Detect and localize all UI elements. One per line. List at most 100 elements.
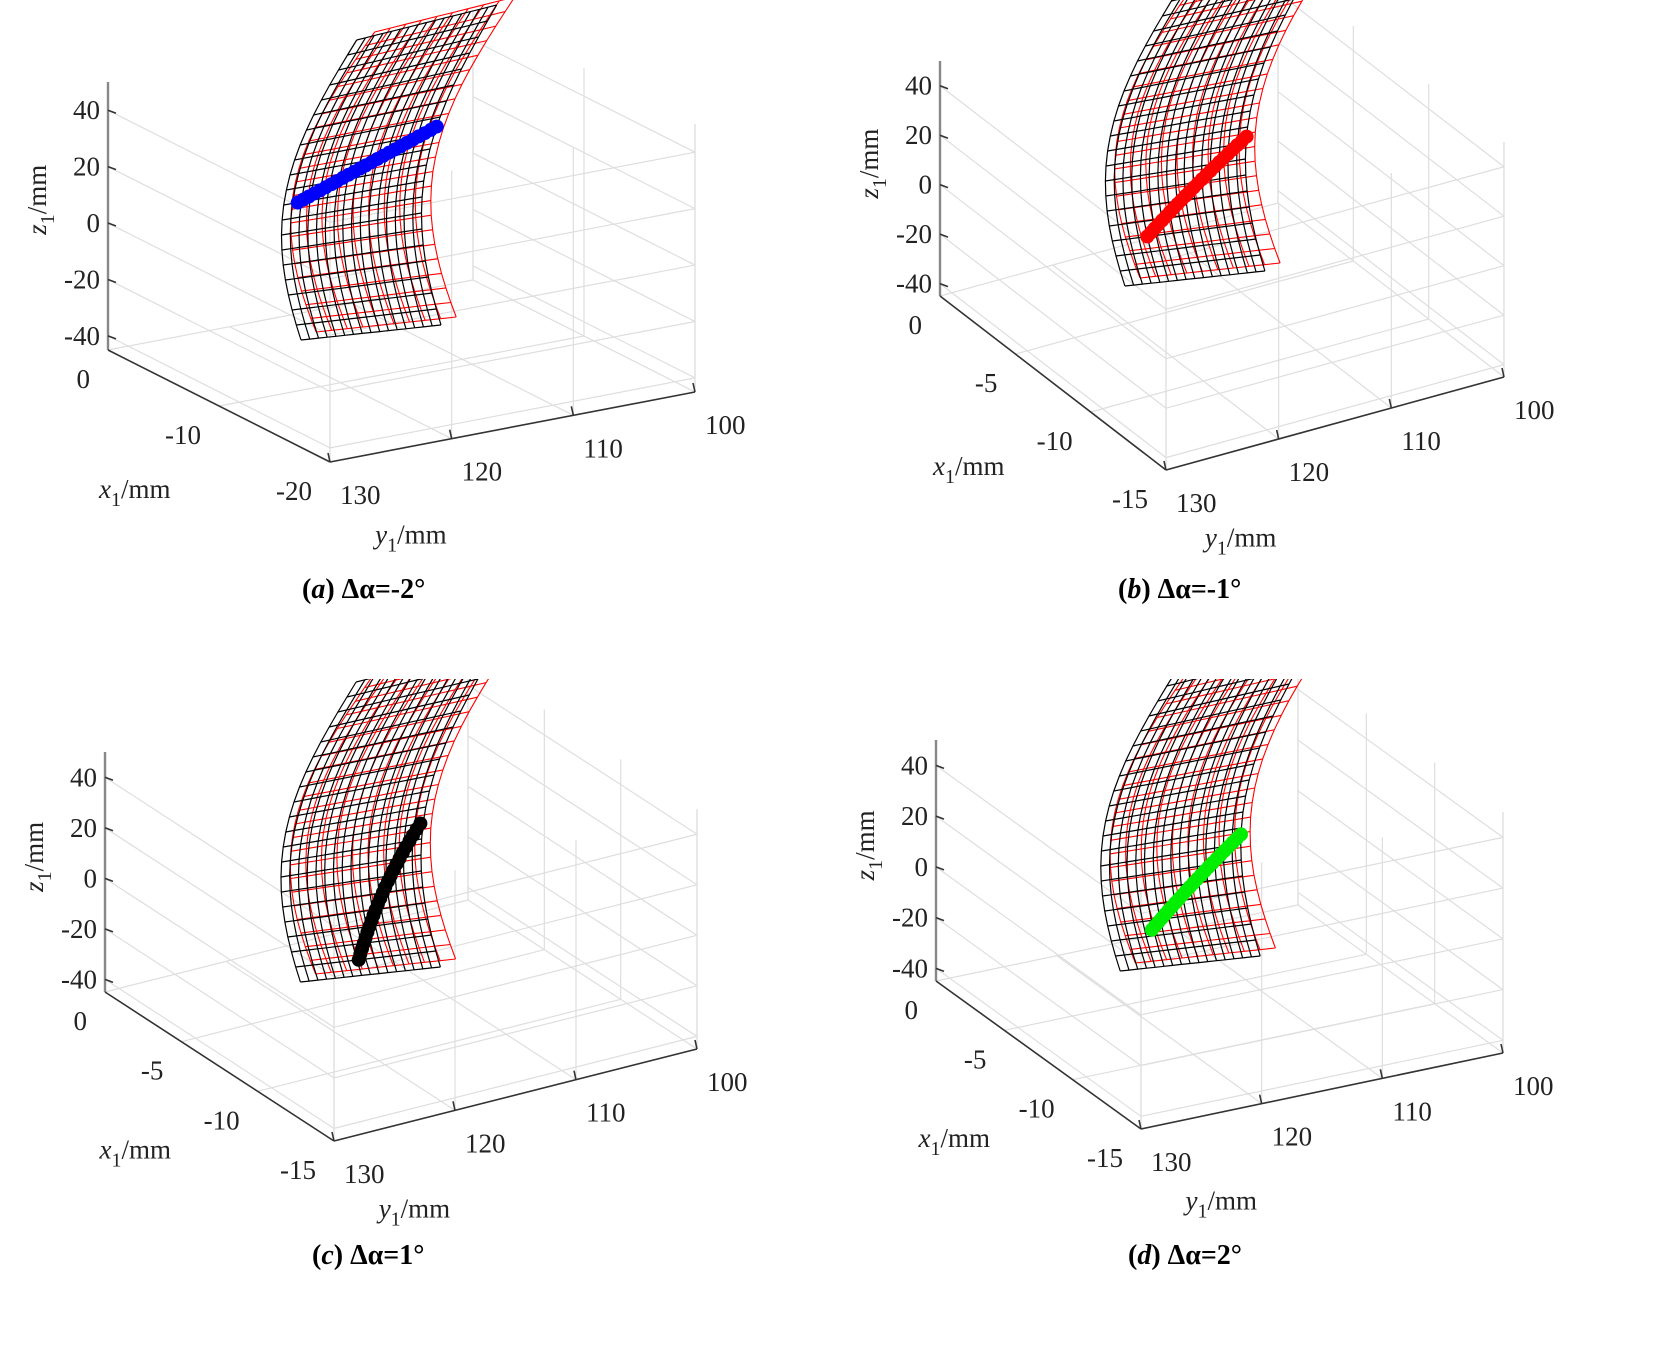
x-tick-label: -15 [1112, 484, 1148, 514]
panel-c: 40 20 0 -20 -40 0 -5 -10 -15 130 120 110 100 x1/mm y1/… [0, 679, 836, 1358]
y-axis-label-sub: 1 [391, 1209, 401, 1231]
grid-floor-y [1176, 929, 1383, 1079]
grid-wall-z [333, 884, 698, 978]
y-tick [331, 1131, 335, 1142]
surface-red-v-line [374, 0, 506, 33]
z-tick [104, 978, 114, 984]
x-axis-label-sub: 1 [111, 489, 121, 511]
y-tick-label: 130 [1151, 1147, 1192, 1177]
surface-black [1100, 679, 1293, 972]
grid-left-z [104, 928, 335, 1079]
caption-b: (b) Δα=-1° [1118, 574, 1241, 606]
surface-black-v-line [1153, 0, 1292, 32]
grid-wall-z [333, 985, 698, 1079]
z-axis-label: z1/mm [854, 129, 891, 200]
y-tick [1501, 367, 1505, 378]
z-tick-label: 20 [901, 801, 928, 831]
z-tick [939, 134, 949, 139]
surface-black-v-line [337, 679, 479, 713]
z-tick-label: -40 [892, 953, 928, 983]
surface-red-v-line [1132, 58, 1273, 88]
grid-floor-x [181, 949, 545, 1043]
grid-side-z [472, 208, 696, 323]
z-tick-label: -40 [61, 964, 97, 994]
grid-side-z [1277, 190, 1505, 366]
axis-lines [106, 82, 696, 463]
surface-black-v-line [1118, 78, 1259, 107]
surface-red-v-line [1122, 758, 1263, 787]
surface-red-v-line [310, 943, 451, 961]
grid-wall-z [1140, 938, 1504, 1016]
grid-side-z [467, 785, 698, 936]
y-axis-label-sub: 1 [1197, 1200, 1207, 1222]
x-axis-label-sub: 1 [930, 1138, 940, 1160]
z-tick [104, 776, 114, 782]
surface-black-v-line [300, 966, 441, 983]
surface-black-v-line [300, 324, 442, 341]
x-tick-label: -5 [141, 1056, 164, 1086]
y-tick [573, 1070, 577, 1080]
surface-black-v-line [1112, 222, 1253, 242]
surface-black-v-line [281, 212, 422, 236]
surface-black-v-line [312, 726, 454, 758]
grid-left-z [107, 278, 331, 393]
grid-floor-y [351, 302, 574, 416]
grid-lines [935, 679, 1504, 1130]
z-tick-label: -20 [896, 219, 932, 249]
surface-red-v-line [1134, 247, 1275, 265]
surface-red-v-line [1148, 700, 1290, 732]
x-axis-label: x1/mm [918, 1123, 991, 1160]
x-tick-label: 0 [77, 364, 91, 394]
surface-black-v-line [283, 244, 424, 266]
grid-floor-x [935, 904, 1299, 982]
grid-side-z [1297, 841, 1504, 991]
grid-left-z [935, 764, 1142, 914]
y-tick [1163, 460, 1167, 471]
z-axis-label-sub: 1 [37, 214, 59, 224]
x-axis-label-unit: /mm [121, 1135, 171, 1165]
surface-red-v-line [1127, 743, 1269, 773]
x-axis-label-unit: /mm [121, 474, 171, 504]
tick-labels: 40 20 0 -20 -40 0 -5 -10 -15 130 120 110 100 [892, 750, 1554, 1177]
z-axis-label-sub: 1 [869, 178, 891, 188]
z-tick [935, 967, 945, 973]
z-tick [107, 222, 117, 227]
y-axis-label-var: y [1182, 1185, 1197, 1215]
y-tick [1258, 1094, 1263, 1104]
y-tick [692, 382, 696, 393]
grid-floor-y [1297, 904, 1504, 1054]
surface-black-v-line [329, 694, 470, 728]
surface-black-v-line [1113, 763, 1254, 792]
surface-black-v-line [299, 116, 441, 146]
y-tick-label: 120 [462, 457, 503, 487]
z-tick [104, 928, 114, 933]
grid-left-z [107, 335, 331, 449]
y-tick [1138, 1119, 1142, 1130]
y-tick-label: 120 [1272, 1122, 1313, 1152]
z-tick-label: 40 [905, 71, 932, 101]
z-axis-label: z1/mm [22, 165, 59, 236]
grid-wall-z [1140, 1039, 1504, 1117]
surface-red-v-line [310, 301, 451, 319]
surface-red-v-line [1127, 73, 1268, 102]
y-tick [1275, 429, 1280, 440]
grid-floor-x [218, 335, 585, 407]
y-tick-label: 130 [340, 480, 381, 510]
caption-b-value: =-1° [1190, 574, 1242, 605]
grid-wall-z [1165, 314, 1505, 409]
grid-side-z [1277, 140, 1505, 316]
surface-red-v-line [301, 272, 442, 292]
grid-left-z [935, 967, 1142, 1117]
z-tick [107, 335, 117, 340]
z-axis-label-var: z [850, 869, 880, 881]
caption-a-close: ) [325, 574, 342, 605]
x-axis-label: x1/mm [98, 474, 171, 511]
x-axis-line [939, 295, 1167, 471]
surface-black-v-line [1120, 254, 1261, 272]
surface-red-v-line [1118, 772, 1259, 800]
surface-black-v-line [1105, 795, 1246, 822]
caption-a: (a) Δα=-2° [302, 574, 425, 606]
